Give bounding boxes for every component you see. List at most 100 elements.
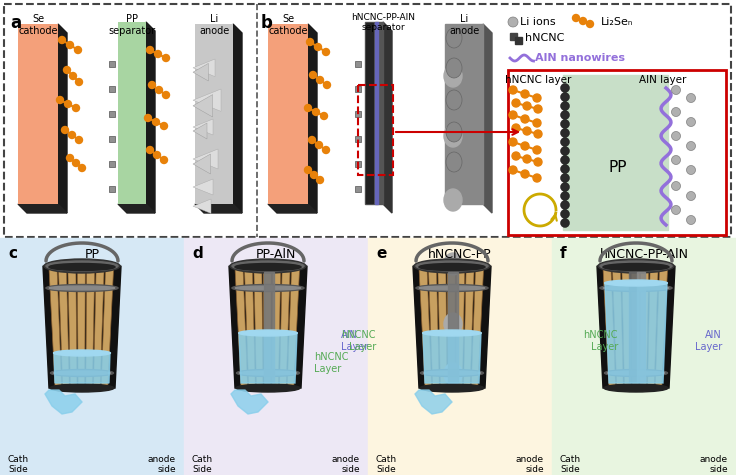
Circle shape xyxy=(512,152,520,160)
Ellipse shape xyxy=(446,152,462,172)
Polygon shape xyxy=(648,268,658,386)
Circle shape xyxy=(163,55,169,61)
Circle shape xyxy=(561,120,570,129)
Polygon shape xyxy=(193,149,218,169)
Bar xyxy=(355,86,361,92)
Circle shape xyxy=(534,105,542,113)
Polygon shape xyxy=(640,268,648,386)
Bar xyxy=(118,22,146,204)
Ellipse shape xyxy=(446,90,462,110)
Bar xyxy=(264,272,274,382)
Circle shape xyxy=(534,158,542,166)
Text: e: e xyxy=(376,246,386,261)
Bar xyxy=(268,24,308,204)
Bar xyxy=(368,238,552,475)
Circle shape xyxy=(561,93,570,102)
Circle shape xyxy=(561,155,570,164)
Polygon shape xyxy=(597,266,675,388)
Circle shape xyxy=(58,37,66,44)
Polygon shape xyxy=(603,268,615,386)
Bar xyxy=(195,24,233,204)
Circle shape xyxy=(324,82,330,88)
Polygon shape xyxy=(244,268,255,386)
Text: Se
cathode: Se cathode xyxy=(268,14,308,36)
Text: Cath
Side: Cath Side xyxy=(8,455,29,475)
Text: hNCNC
Layer: hNCNC Layer xyxy=(314,352,349,374)
Circle shape xyxy=(154,152,160,159)
Polygon shape xyxy=(456,268,464,386)
Polygon shape xyxy=(86,268,95,386)
Ellipse shape xyxy=(446,122,462,142)
Ellipse shape xyxy=(600,285,672,292)
Text: hNCNC-PP-AlN
separator: hNCNC-PP-AlN separator xyxy=(351,13,415,32)
Text: b: b xyxy=(261,14,273,32)
Text: anode
side: anode side xyxy=(332,455,360,475)
Text: hNCNC
Layer: hNCNC Layer xyxy=(342,330,376,352)
Circle shape xyxy=(687,216,696,225)
Ellipse shape xyxy=(419,264,485,270)
Circle shape xyxy=(534,130,542,138)
Circle shape xyxy=(73,160,79,167)
Circle shape xyxy=(311,171,317,179)
Text: PP: PP xyxy=(609,160,627,174)
Ellipse shape xyxy=(54,371,110,375)
Text: c: c xyxy=(8,246,17,261)
Text: hNCNC layer: hNCNC layer xyxy=(505,75,571,85)
Ellipse shape xyxy=(238,330,297,336)
Circle shape xyxy=(561,191,570,200)
Bar xyxy=(445,24,483,204)
Polygon shape xyxy=(118,204,155,213)
Circle shape xyxy=(561,173,570,182)
Ellipse shape xyxy=(236,384,300,392)
Ellipse shape xyxy=(604,370,668,377)
Ellipse shape xyxy=(420,384,484,392)
Ellipse shape xyxy=(239,371,297,375)
Circle shape xyxy=(74,47,82,54)
Bar xyxy=(629,272,637,382)
Circle shape xyxy=(57,96,63,104)
Circle shape xyxy=(509,138,517,146)
Bar xyxy=(109,86,115,92)
Polygon shape xyxy=(193,59,215,76)
Circle shape xyxy=(308,136,316,143)
Ellipse shape xyxy=(422,330,481,336)
Circle shape xyxy=(687,117,696,126)
Circle shape xyxy=(305,104,311,112)
Bar xyxy=(355,136,361,142)
Circle shape xyxy=(533,174,541,182)
Circle shape xyxy=(521,142,529,150)
Bar xyxy=(355,186,361,192)
Ellipse shape xyxy=(230,259,306,273)
Bar xyxy=(109,161,115,167)
Ellipse shape xyxy=(444,189,462,211)
Polygon shape xyxy=(438,268,447,386)
Polygon shape xyxy=(428,268,439,386)
Circle shape xyxy=(561,111,570,120)
Circle shape xyxy=(322,48,330,56)
Ellipse shape xyxy=(423,371,481,375)
Ellipse shape xyxy=(50,384,114,392)
Bar xyxy=(508,70,726,235)
Circle shape xyxy=(144,114,152,122)
Ellipse shape xyxy=(416,285,488,292)
Circle shape xyxy=(533,146,541,154)
Bar xyxy=(365,22,383,204)
Polygon shape xyxy=(193,63,208,81)
Ellipse shape xyxy=(420,286,484,290)
Circle shape xyxy=(687,94,696,103)
Polygon shape xyxy=(193,89,221,112)
Circle shape xyxy=(687,142,696,151)
Text: AlN nanowires: AlN nanowires xyxy=(535,53,625,63)
Bar xyxy=(184,238,368,475)
Text: anode
side: anode side xyxy=(516,455,544,475)
Text: a: a xyxy=(10,14,21,32)
Circle shape xyxy=(512,99,520,107)
Ellipse shape xyxy=(598,259,674,273)
Circle shape xyxy=(561,137,570,146)
Polygon shape xyxy=(233,24,242,213)
Ellipse shape xyxy=(236,286,300,290)
Circle shape xyxy=(671,107,681,116)
Bar xyxy=(510,33,517,40)
Polygon shape xyxy=(272,268,280,386)
Text: d: d xyxy=(192,246,202,261)
